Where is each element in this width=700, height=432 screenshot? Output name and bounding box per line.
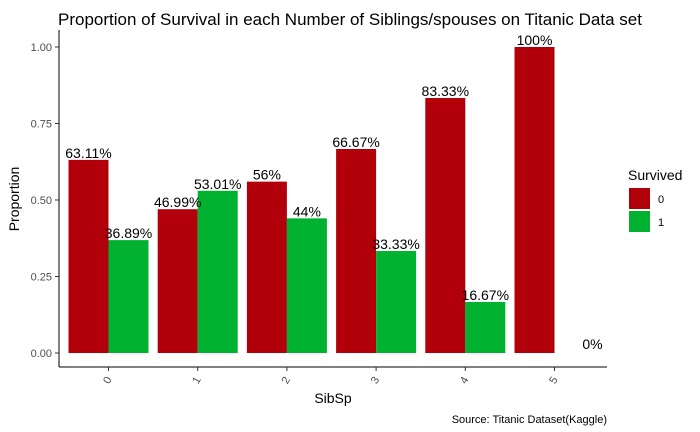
legend-items: 01 (629, 188, 664, 232)
x-tick-label: 5 (547, 375, 560, 386)
legend-label: 1 (658, 217, 664, 229)
y-tick-label: 0.50 (31, 195, 52, 207)
legend: Survived 01 (628, 167, 682, 232)
x-tick-label: 2 (280, 375, 293, 386)
chart-title: Proportion of Survival in each Number of… (58, 10, 642, 29)
data-label: 66.67% (332, 134, 379, 150)
bar-survived-1-sibsp-0 (108, 240, 149, 353)
bar-survived-0-sibsp-2 (246, 181, 287, 353)
bar-survived-1-sibsp-1 (197, 190, 238, 353)
legend-label: 0 (658, 194, 664, 206)
bar-survived-0-sibsp-5 (514, 47, 555, 353)
x-tick-label: 4 (458, 375, 471, 386)
bar-survived-1-sibsp-3 (376, 251, 417, 353)
y-ticks: 0.00 0.25 0.50 0.75 1.00 (31, 42, 59, 360)
y-tick-label: 1.00 (31, 42, 52, 54)
x-tick-label: 0 (101, 375, 114, 386)
data-label: 83.33% (422, 83, 469, 99)
data-label: 36.89% (105, 225, 152, 241)
y-tick-label: 0.75 (31, 119, 52, 131)
legend-swatch-1 (629, 211, 650, 232)
bar-survived-0-sibsp-3 (336, 148, 377, 353)
x-tick-label: 3 (369, 375, 382, 386)
bar-survived-1-sibsp-4 (465, 301, 506, 353)
data-label: 44% (293, 203, 321, 219)
data-label: 0% (582, 336, 602, 352)
x-ticks: 0 1 2 3 4 5 (101, 367, 561, 386)
y-tick-label: 0.25 (31, 272, 52, 284)
y-tick-label: 0.00 (31, 348, 52, 360)
bar-survived-1-sibsp-2 (286, 218, 327, 353)
data-label: 56% (253, 167, 281, 183)
plot-area: 0.00 0.25 0.50 0.75 1.00 0 1 2 3 4 5 63.11% 46.99%… (31, 30, 607, 386)
y-axis-title: Proportion (6, 167, 22, 232)
bar-survived-0-sibsp-0 (68, 159, 109, 353)
data-label: 100% (517, 32, 553, 48)
data-label: 46.99% (154, 194, 201, 210)
data-label: 63.11% (65, 145, 111, 161)
source-caption: Source: Titanic Dataset(Kaggle) (452, 414, 607, 426)
data-label: 33.33% (372, 236, 419, 252)
bar-survived-0-sibsp-1 (157, 209, 198, 353)
data-label: 16.67% (462, 287, 509, 303)
bar-survived-0-sibsp-4 (425, 98, 466, 354)
bars (68, 47, 555, 354)
x-tick-label: 1 (190, 375, 203, 386)
legend-swatch-0 (629, 188, 650, 209)
data-labels: 63.11% 46.99% 56% 66.67% 83.33% 100% 36.89% 53.… (65, 32, 602, 352)
data-label: 53.01% (194, 176, 241, 192)
legend-title: Survived (628, 167, 682, 183)
x-axis-title: SibSp (314, 390, 352, 406)
